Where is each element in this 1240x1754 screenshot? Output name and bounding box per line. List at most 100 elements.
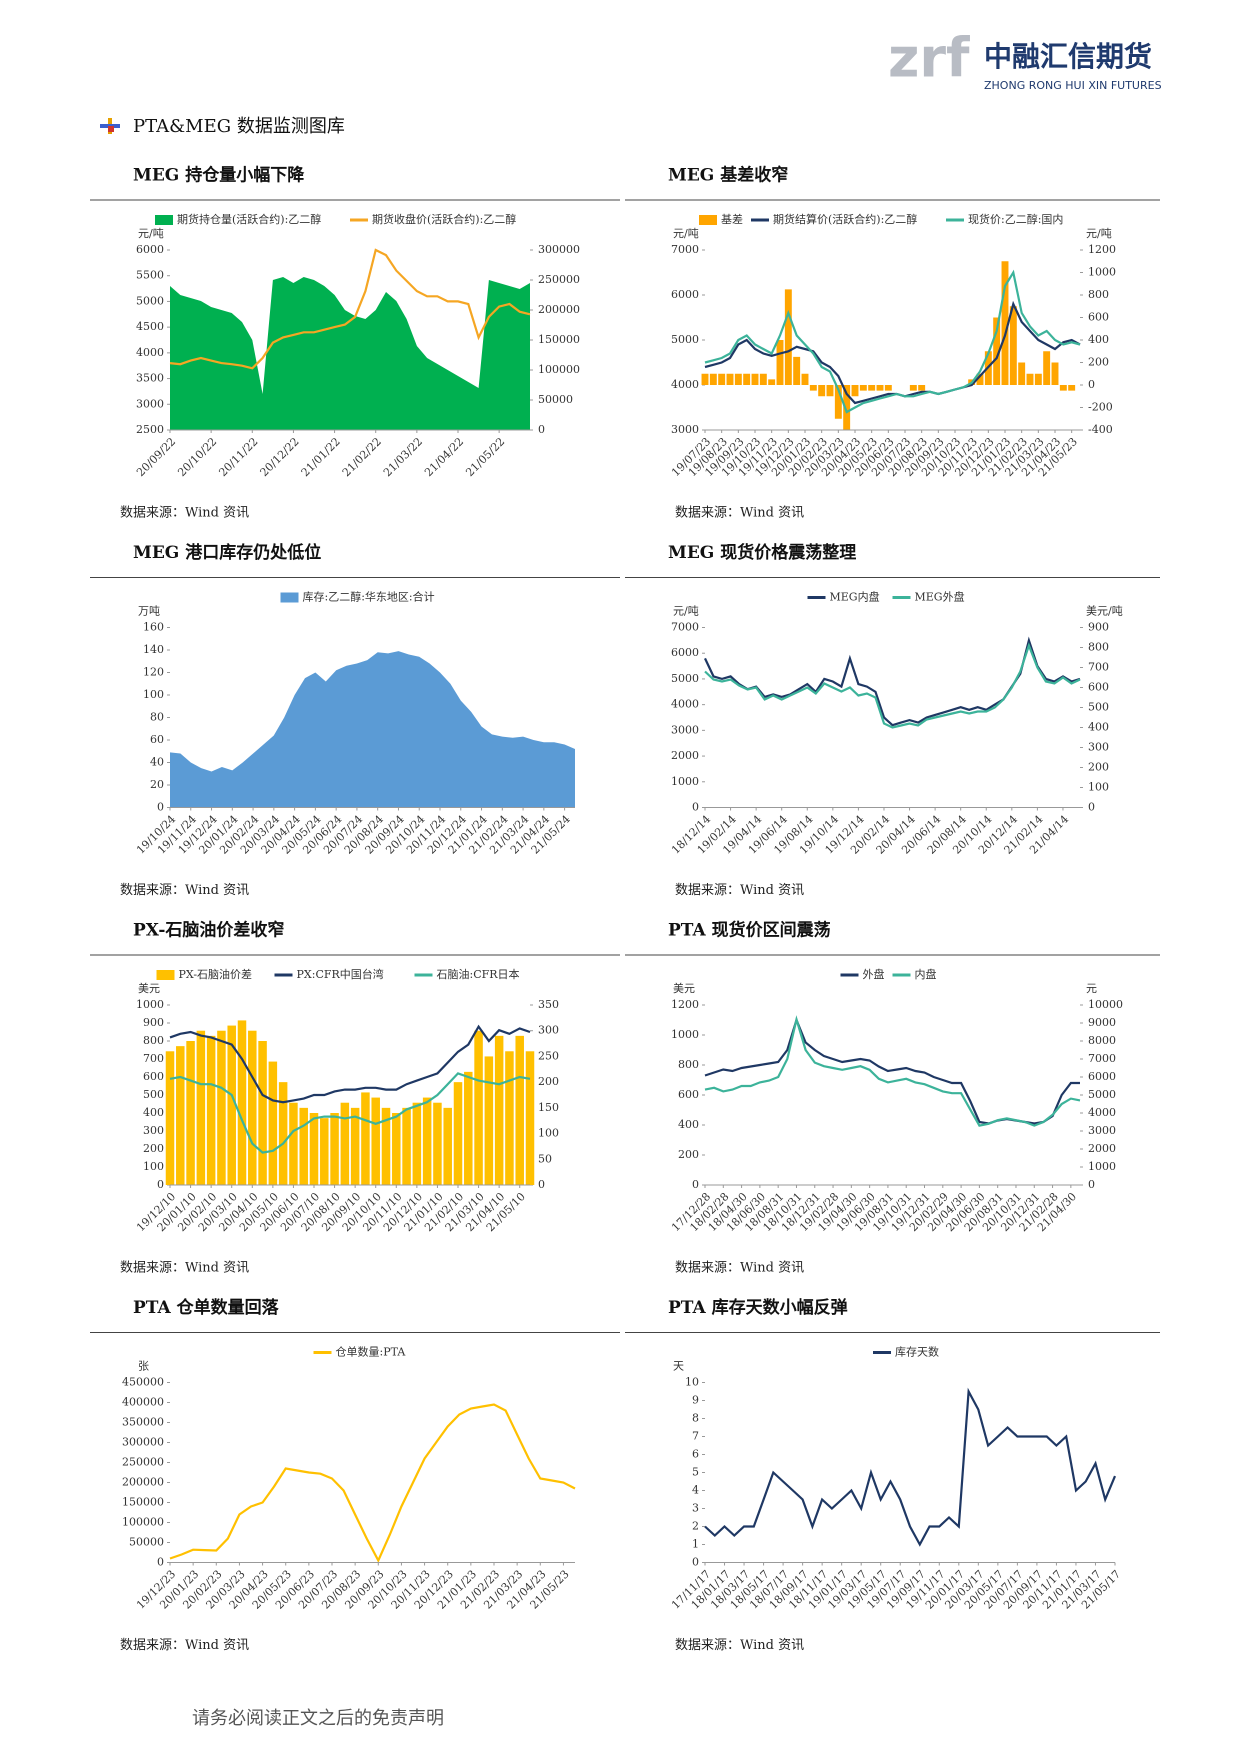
area bbox=[170, 277, 530, 430]
y-tick-label: 4 bbox=[692, 1484, 699, 1497]
legend-label: 外盘 bbox=[863, 967, 885, 981]
bar bbox=[1059, 385, 1067, 391]
y2-tick-label: 50000 bbox=[538, 393, 573, 406]
bar bbox=[918, 385, 926, 391]
source-note: 数据来源：Wind 资讯 bbox=[120, 1638, 249, 1653]
bar bbox=[402, 1107, 411, 1185]
y2-tick-label: 150000 bbox=[538, 333, 580, 346]
bar bbox=[1026, 373, 1034, 385]
bar bbox=[726, 373, 734, 385]
source-note: 数据来源：Wind 资讯 bbox=[120, 506, 249, 521]
y-tick-label: 400 bbox=[143, 1106, 164, 1119]
y2-tick-label: 0 bbox=[1088, 1178, 1095, 1191]
y-tick-label: 250000 bbox=[122, 1456, 164, 1469]
panel-heading: PTA 库存天数小幅反弹 bbox=[668, 1297, 848, 1318]
y-tick-label: 80 bbox=[150, 711, 164, 724]
y-tick-label: 3 bbox=[692, 1502, 699, 1515]
panel-heading: MEG 持仓量小幅下降 bbox=[133, 165, 305, 186]
bar bbox=[196, 1030, 206, 1185]
y-tick-label: 4500 bbox=[136, 320, 164, 333]
y2-tick-label: 200 bbox=[1088, 761, 1109, 774]
panel-heading: PTA 仓单数量回落 bbox=[133, 1297, 280, 1318]
legend-label: 现货价:乙二醇:国内 bbox=[968, 212, 1063, 226]
area bbox=[170, 651, 575, 808]
bar bbox=[227, 1025, 236, 1185]
bar bbox=[701, 373, 709, 385]
y-tick-label: 300 bbox=[143, 1124, 164, 1137]
bar bbox=[392, 1113, 401, 1185]
bar bbox=[278, 1082, 288, 1185]
y2-tick-label: 2000 bbox=[1088, 1142, 1116, 1155]
y2-tick-label: 600 bbox=[1088, 311, 1109, 324]
y2-tick-label: 800 bbox=[1088, 641, 1109, 654]
logo-mark: zrf bbox=[888, 27, 970, 90]
y2-tick-label: 200000 bbox=[538, 303, 580, 316]
legend-swatch bbox=[699, 215, 717, 225]
y-tick-label: 300000 bbox=[122, 1436, 164, 1449]
bar bbox=[784, 289, 792, 385]
bar bbox=[993, 317, 1001, 385]
panel-heading: MEG 基差收窄 bbox=[668, 165, 788, 186]
y-tick-label: 6000 bbox=[136, 243, 164, 256]
bar bbox=[381, 1107, 391, 1185]
y-axis-unit: 元/吨 bbox=[673, 227, 699, 240]
y2-tick-label: 100 bbox=[538, 1127, 559, 1140]
line bbox=[704, 636, 1081, 727]
bar bbox=[718, 373, 726, 385]
y2-tick-label: 250000 bbox=[538, 273, 580, 286]
line bbox=[704, 1387, 1117, 1547]
y2-axis-unit: 元/吨 bbox=[1086, 227, 1112, 240]
bar bbox=[350, 1107, 360, 1185]
bar bbox=[484, 1056, 494, 1185]
bar bbox=[1051, 362, 1059, 385]
bar bbox=[309, 1113, 319, 1185]
bar bbox=[330, 1113, 339, 1185]
y2-tick-label: 5000 bbox=[1088, 1088, 1116, 1101]
bar bbox=[474, 1030, 483, 1185]
bar bbox=[237, 1020, 247, 1185]
y2-tick-label: 300 bbox=[538, 1024, 559, 1037]
y2-tick-label: 100000 bbox=[538, 363, 580, 376]
y-tick-label: 200 bbox=[678, 1148, 699, 1161]
bar bbox=[361, 1092, 370, 1185]
y-tick-label: 1000 bbox=[136, 998, 164, 1011]
y-tick-label: 0 bbox=[692, 1178, 699, 1191]
y-tick-label: 4000 bbox=[136, 346, 164, 359]
bar bbox=[709, 373, 717, 385]
y-tick-label: 2000 bbox=[671, 749, 699, 762]
bar bbox=[443, 1107, 452, 1185]
y-tick-label: 2 bbox=[692, 1520, 699, 1533]
legend-label: MEG内盘 bbox=[830, 590, 880, 604]
bar bbox=[422, 1097, 432, 1185]
y2-tick-label: 250 bbox=[538, 1049, 559, 1062]
bar bbox=[834, 385, 842, 419]
bar bbox=[1034, 373, 1042, 385]
y-tick-label: 700 bbox=[143, 1052, 164, 1065]
y-tick-label: 3500 bbox=[136, 372, 164, 385]
bar bbox=[734, 373, 742, 385]
y-tick-label: 8 bbox=[692, 1412, 699, 1425]
y-axis-unit: 元/吨 bbox=[673, 605, 699, 618]
bar bbox=[768, 379, 776, 385]
y-tick-label: 7 bbox=[692, 1430, 699, 1443]
y-tick-label: 600 bbox=[143, 1070, 164, 1083]
source-note: 数据来源：Wind 资讯 bbox=[675, 1638, 804, 1653]
bar bbox=[751, 373, 759, 385]
line bbox=[169, 248, 531, 370]
y-tick-label: 60 bbox=[150, 733, 164, 746]
y-tick-label: 1000 bbox=[671, 1028, 699, 1041]
y-tick-label: 1 bbox=[692, 1538, 699, 1551]
y-tick-label: 450000 bbox=[122, 1376, 164, 1389]
y2-tick-label: 200 bbox=[538, 1075, 559, 1088]
bar bbox=[412, 1102, 422, 1185]
y2-tick-label: 1000 bbox=[1088, 266, 1116, 279]
bar bbox=[340, 1102, 350, 1185]
y-tick-label: 160 bbox=[143, 621, 164, 634]
bar bbox=[371, 1097, 380, 1185]
y-tick-label: 500 bbox=[143, 1088, 164, 1101]
y2-tick-label: 600 bbox=[1088, 681, 1109, 694]
bar bbox=[165, 1051, 175, 1185]
y-axis-unit: 万吨 bbox=[138, 605, 160, 618]
bar bbox=[868, 385, 876, 391]
bar bbox=[776, 340, 784, 385]
